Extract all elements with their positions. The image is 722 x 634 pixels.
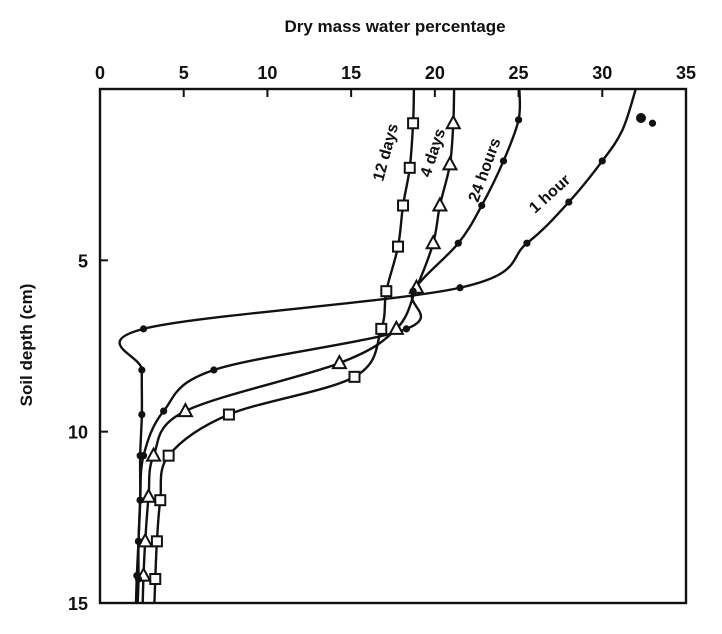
marker-1-hour-4 (456, 284, 464, 292)
marker-12-days-9 (154, 494, 167, 507)
x-axis-title: Dry mass water percentage (284, 17, 505, 36)
x-tick-label-25: 25 (509, 63, 529, 83)
marker-1-hour-5 (139, 325, 148, 333)
marker-24-hours-1 (499, 157, 508, 165)
marker-1-hour-9 (136, 496, 144, 504)
marker-24-hours-2 (478, 201, 486, 210)
marker-1-hour-6 (138, 366, 146, 374)
x-tick-label-30: 30 (592, 63, 612, 83)
marker-12-days-8 (162, 449, 175, 462)
plot-frame (98, 87, 688, 605)
marker-12-days-6 (348, 370, 361, 383)
marker-4-days-3 (425, 234, 442, 250)
marker-4-days-2 (431, 196, 449, 212)
x-tick-label-35: 35 (676, 63, 696, 83)
marker-24-hours-3 (454, 239, 462, 247)
marker-12-days-7 (222, 408, 235, 421)
marker-1-hour-2 (565, 198, 573, 206)
marker-24-hours-0 (514, 116, 523, 124)
data-markers (133, 114, 657, 586)
marker-1-hour-0 (648, 119, 657, 127)
label-12-days: 12 days (370, 122, 402, 183)
marker-24-hours-7 (160, 407, 168, 415)
marker-12-days-0 (407, 117, 420, 130)
marker-1-hour-7 (138, 410, 146, 419)
marker-1-hour-8 (136, 452, 144, 460)
x-tick-label-10: 10 (257, 63, 277, 83)
y-axis-title: Soil depth (cm) (17, 284, 36, 407)
y-tick-label-5: 5 (78, 251, 88, 271)
marker-12-days-10 (150, 535, 163, 548)
axis-ticks (99, 89, 687, 604)
x-tick-label-0: 0 (95, 63, 105, 83)
label-1-hour: 1 hour (526, 172, 574, 217)
marker-12-days-2 (397, 199, 410, 212)
axis-tick-labels: 0 5 10 15 20 25 30 35 5 10 15 (68, 63, 696, 614)
marker-4-days-6 (331, 354, 348, 370)
x-tick-label-15: 15 (341, 63, 361, 83)
curve-24-hours (134, 88, 522, 604)
curve-4-days (141, 88, 456, 604)
marker-12-days-5 (375, 322, 388, 335)
y-tick-label-10: 10 (68, 423, 88, 443)
marker-12-days-3 (392, 240, 405, 253)
y-tick-label-15: 15 (68, 594, 88, 614)
marker-12-days-11 (149, 573, 162, 586)
marker-1-hour-11 (134, 575, 143, 583)
marker-12-days-4 (380, 285, 393, 298)
marker-24-hours-6 (210, 366, 218, 374)
marker-4-days-8 (145, 446, 162, 462)
marker-12-days-1 (403, 161, 416, 174)
marker-4-days-0 (445, 114, 462, 130)
marker-4-days-7 (177, 402, 194, 418)
label-4-days: 4 days (418, 127, 450, 180)
marker-4-days-5 (388, 319, 405, 335)
marker-24-hours-4 (409, 287, 417, 295)
marker-4-days-9 (140, 487, 157, 503)
marker-1-hour-10 (134, 537, 143, 545)
marker-1-hour-1 (598, 157, 606, 165)
x-tick-label-20: 20 (425, 63, 445, 83)
stray-dot-marker (636, 113, 646, 123)
marker-4-days-1 (441, 155, 459, 171)
marker-1-hour-3 (523, 239, 531, 247)
curve-12-days (153, 88, 416, 604)
marker-24-hours-5 (402, 325, 410, 333)
x-tick-label-5: 5 (179, 63, 189, 83)
